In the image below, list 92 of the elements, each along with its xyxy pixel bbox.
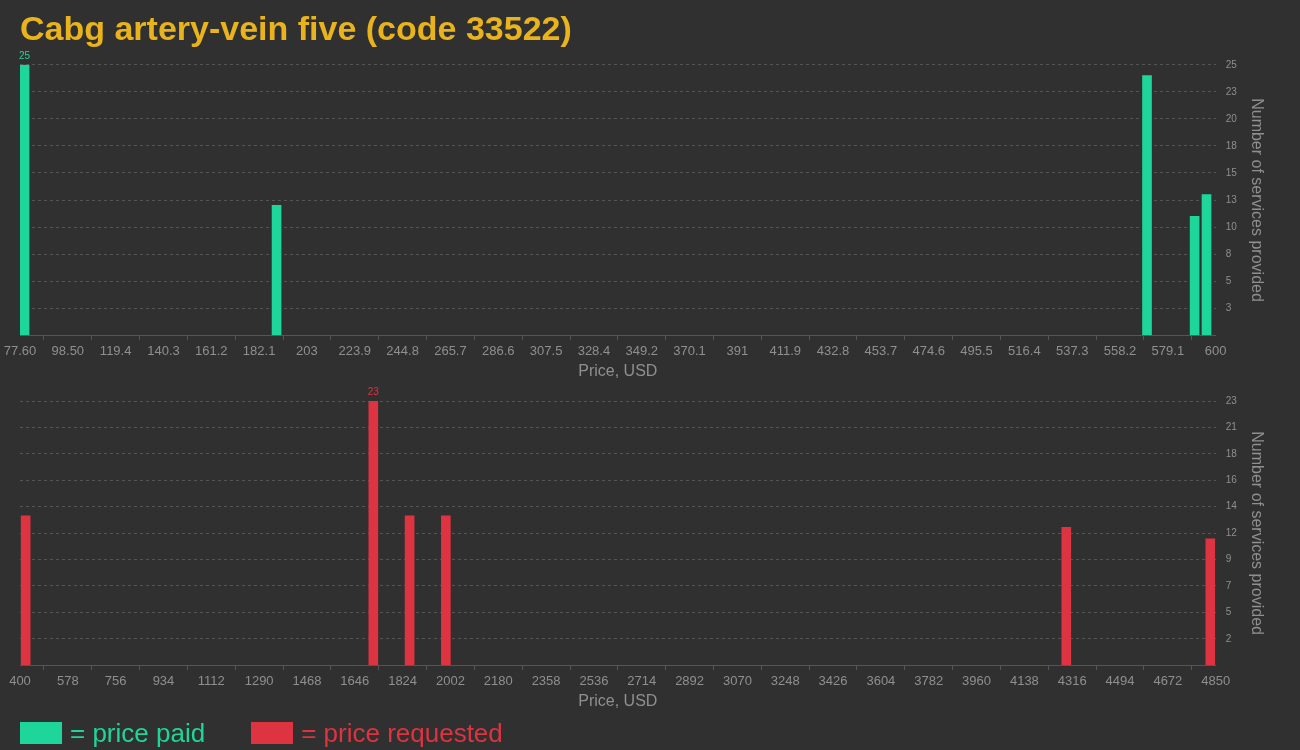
chart-title: Cabg artery-vein five (code 33522) bbox=[20, 8, 572, 47]
x-axis-title: Price, USD bbox=[578, 361, 658, 379]
x-tick-label: 3782 bbox=[914, 672, 944, 688]
x-tick-label: 140.3 bbox=[147, 342, 180, 358]
y-tick-label: 16 bbox=[1225, 474, 1238, 486]
x-tick-label: 4672 bbox=[1153, 672, 1183, 688]
x-tick-label: 578 bbox=[56, 672, 79, 688]
x-tick-label: 558.2 bbox=[1103, 342, 1137, 358]
y-tick-label: 2 bbox=[1225, 632, 1232, 644]
y-tick-label: 7 bbox=[1225, 579, 1232, 591]
x-tick-label: 2536 bbox=[579, 672, 609, 688]
x-tick-label: 453.7 bbox=[864, 342, 898, 358]
x-tick-label: 182.1 bbox=[242, 342, 276, 358]
x-tick-label: 265.7 bbox=[434, 342, 467, 358]
x-tick-label: 349.2 bbox=[625, 342, 659, 358]
x-tick-label: 161.2 bbox=[195, 342, 228, 358]
x-tick-label: 307.5 bbox=[529, 342, 563, 358]
x-tick-label: 4494 bbox=[1105, 672, 1135, 688]
x-tick-label: 4316 bbox=[1057, 672, 1087, 688]
y-tick-label: 18 bbox=[1225, 139, 1238, 151]
y-tick-label: 21 bbox=[1225, 421, 1238, 433]
x-tick-label: 2892 bbox=[675, 672, 705, 688]
x-tick-label: 934 bbox=[152, 672, 175, 688]
x-tick-label: 400 bbox=[9, 672, 31, 688]
data-label: 25 bbox=[19, 49, 31, 61]
y-axis-title: Number of services provided bbox=[1248, 98, 1266, 302]
y-tick-label: 9 bbox=[1225, 553, 1232, 565]
x-tick-label: 244.8 bbox=[386, 342, 419, 358]
x-tick-label: 537.3 bbox=[1055, 342, 1089, 358]
x-tick-label: 2180 bbox=[483, 672, 513, 688]
x-tick-label: 223.9 bbox=[338, 342, 372, 358]
x-tick-label: 411.9 bbox=[769, 342, 802, 358]
x-tick-label: 1468 bbox=[292, 672, 322, 688]
bar bbox=[20, 515, 31, 666]
x-tick-label: 756 bbox=[104, 672, 127, 688]
x-tick-label: 119.4 bbox=[99, 342, 132, 358]
data-label: 23 bbox=[367, 385, 380, 397]
y-tick-label: 13 bbox=[1225, 193, 1238, 205]
x-tick-label: 77.60 bbox=[3, 342, 37, 358]
y-tick-label: 12 bbox=[1225, 526, 1238, 538]
x-tick-label: 474.6 bbox=[912, 342, 945, 358]
x-tick-label: 2358 bbox=[531, 672, 561, 688]
bar bbox=[1189, 215, 1200, 336]
bar bbox=[20, 64, 30, 336]
bar bbox=[271, 205, 282, 336]
x-tick-label: 495.5 bbox=[960, 342, 993, 358]
x-tick-label: 516.4 bbox=[1008, 342, 1041, 358]
y-tick-label: 10 bbox=[1225, 220, 1238, 232]
y-tick-label: 15 bbox=[1225, 166, 1238, 178]
bar bbox=[1061, 527, 1072, 666]
x-tick-label: 203 bbox=[296, 342, 318, 358]
x-axis-title: Price, USD bbox=[578, 691, 658, 709]
x-tick-label: 1112 bbox=[197, 672, 225, 688]
x-tick-label: 3604 bbox=[866, 672, 896, 688]
legend-label: = price requested bbox=[301, 717, 503, 749]
y-tick-label: 5 bbox=[1225, 274, 1232, 286]
y-tick-label: 14 bbox=[1225, 500, 1238, 512]
y-axis-title: Number of services provided bbox=[1248, 431, 1266, 635]
x-tick-label: 3070 bbox=[722, 672, 752, 688]
y-tick-label: 8 bbox=[1225, 247, 1232, 259]
x-tick-label: 1824 bbox=[388, 672, 418, 688]
bar bbox=[1205, 538, 1216, 666]
y-tick-label: 23 bbox=[1225, 85, 1238, 97]
x-tick-label: 579.1 bbox=[1151, 342, 1185, 358]
bar bbox=[1201, 194, 1212, 336]
bar bbox=[404, 515, 415, 666]
x-tick-label: 1290 bbox=[244, 672, 274, 688]
y-tick-label: 3 bbox=[1225, 301, 1232, 313]
x-tick-label: 2714 bbox=[627, 672, 657, 688]
bar bbox=[441, 515, 451, 666]
x-tick-label: 98.50 bbox=[51, 342, 85, 358]
y-tick-label: 18 bbox=[1225, 447, 1238, 459]
x-tick-label: 3248 bbox=[770, 672, 800, 688]
x-tick-label: 328.4 bbox=[577, 342, 611, 358]
x-tick-label: 3426 bbox=[818, 672, 848, 688]
x-tick-label: 600 bbox=[1204, 342, 1227, 358]
x-tick-label: 4138 bbox=[1009, 672, 1039, 688]
y-tick-label: 5 bbox=[1225, 606, 1232, 618]
x-tick-label: 4850 bbox=[1201, 672, 1231, 688]
y-tick-label: 20 bbox=[1225, 112, 1238, 124]
x-tick-label: 286.6 bbox=[482, 342, 515, 358]
legend-label: = price paid bbox=[70, 717, 206, 749]
y-tick-label: 25 bbox=[1225, 58, 1238, 70]
x-tick-label: 391 bbox=[726, 342, 749, 358]
x-tick-label: 370.1 bbox=[673, 342, 706, 358]
x-tick-label: 432.8 bbox=[816, 342, 850, 358]
bar bbox=[368, 401, 379, 666]
bar bbox=[1142, 75, 1152, 336]
x-tick-label: 1646 bbox=[340, 672, 370, 688]
x-tick-label: 2002 bbox=[435, 672, 465, 688]
y-tick-label: 23 bbox=[1225, 394, 1238, 406]
x-tick-label: 3960 bbox=[962, 672, 991, 688]
